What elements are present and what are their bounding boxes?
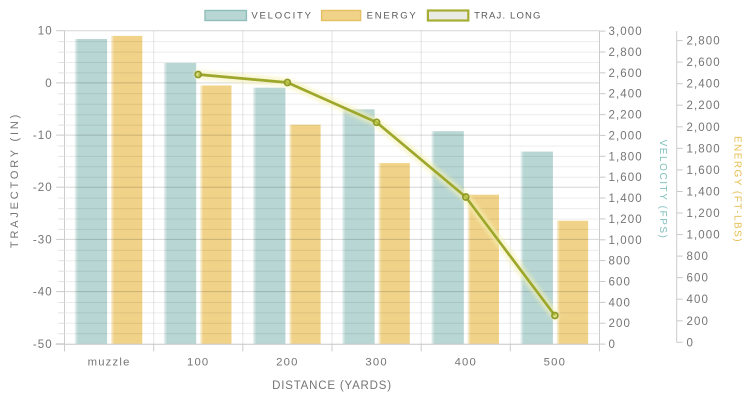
- svg-text:2,800: 2,800: [609, 47, 643, 59]
- svg-text:200: 200: [687, 316, 710, 328]
- svg-text:0: 0: [45, 78, 53, 90]
- svg-text:VELOCITY: VELOCITY: [251, 11, 312, 22]
- svg-text:600: 600: [687, 273, 710, 285]
- svg-text:1,200: 1,200: [609, 214, 643, 226]
- svg-text:ENERGY (FT-LBS): ENERGY (FT-LBS): [731, 136, 742, 243]
- svg-text:TRAJ. LONG: TRAJ. LONG: [474, 11, 541, 22]
- svg-text:muzzle: muzzle: [88, 357, 131, 369]
- svg-text:0: 0: [687, 337, 695, 349]
- svg-text:DISTANCE (YARDS): DISTANCE (YARDS): [272, 380, 392, 392]
- svg-text:-40: -40: [33, 287, 53, 299]
- svg-text:1,800: 1,800: [609, 151, 643, 163]
- svg-text:10: 10: [38, 26, 53, 38]
- svg-text:-30: -30: [33, 234, 53, 246]
- svg-text:200: 200: [276, 357, 298, 369]
- svg-text:800: 800: [687, 251, 710, 263]
- svg-text:1,800: 1,800: [687, 143, 721, 155]
- svg-text:1,400: 1,400: [609, 193, 643, 205]
- svg-text:2,400: 2,400: [609, 89, 643, 101]
- svg-text:600: 600: [609, 277, 632, 289]
- svg-text:-10: -10: [33, 130, 53, 142]
- svg-text:ENERGY: ENERGY: [367, 11, 418, 22]
- svg-text:1,600: 1,600: [609, 172, 643, 184]
- svg-text:1,000: 1,000: [609, 235, 643, 247]
- svg-text:VELOCITY (FPS): VELOCITY (FPS): [657, 140, 668, 240]
- svg-text:2,200: 2,200: [687, 100, 721, 112]
- svg-text:-50: -50: [33, 339, 53, 351]
- svg-text:-20: -20: [33, 182, 53, 194]
- svg-text:2,000: 2,000: [687, 122, 721, 134]
- svg-text:2,800: 2,800: [687, 36, 721, 48]
- svg-text:2,200: 2,200: [609, 110, 643, 122]
- svg-text:400: 400: [687, 294, 710, 306]
- svg-text:300: 300: [365, 357, 387, 369]
- svg-text:2,400: 2,400: [687, 79, 721, 91]
- svg-text:1,400: 1,400: [687, 187, 721, 199]
- svg-text:100: 100: [187, 357, 209, 369]
- svg-text:2,600: 2,600: [687, 57, 721, 69]
- svg-text:400: 400: [455, 357, 477, 369]
- svg-text:2,600: 2,600: [609, 68, 643, 80]
- svg-text:0: 0: [609, 339, 617, 351]
- svg-text:400: 400: [609, 297, 632, 309]
- svg-text:2,000: 2,000: [609, 130, 643, 142]
- svg-text:200: 200: [609, 318, 632, 330]
- svg-text:3,000: 3,000: [609, 26, 643, 38]
- svg-text:800: 800: [609, 256, 632, 268]
- svg-text:1,200: 1,200: [687, 208, 721, 220]
- svg-text:1,000: 1,000: [687, 230, 721, 242]
- svg-text:TRAJECTORY (IN): TRAJECTORY (IN): [9, 112, 21, 248]
- svg-text:500: 500: [544, 357, 566, 369]
- svg-text:1,600: 1,600: [687, 165, 721, 177]
